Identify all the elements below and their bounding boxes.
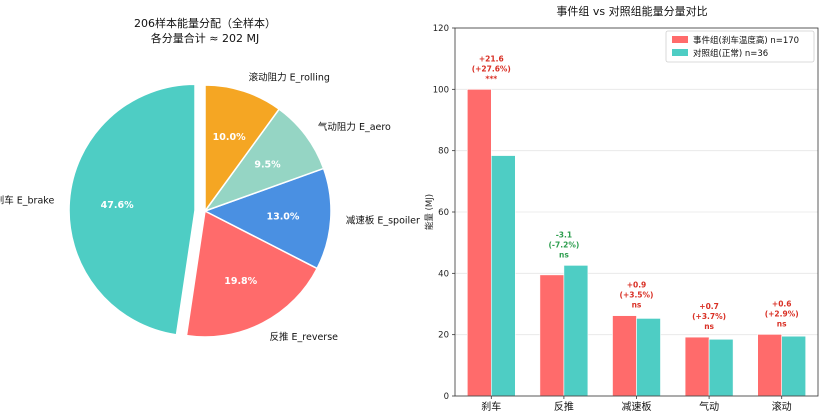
pie-slice — [204, 84, 281, 214]
annotation-significance: ns — [632, 301, 642, 310]
bar-event — [684, 336, 710, 397]
pie-chart-panel: 206样本能量分配（全样本） 各分量合计 ≈ 202 MJ 47.6% 刹车 E_… — [0, 16, 420, 343]
legend-label-event: 事件组(刹车温度高) n=170 — [693, 35, 799, 46]
pie-chart-subtitle: 各分量合计 ≈ 202 MJ — [151, 31, 259, 45]
pie-slices — [68, 83, 332, 338]
bar-event — [466, 89, 492, 397]
bar-control — [636, 318, 661, 397]
pie-slice — [185, 209, 319, 338]
pie-labels: 47.6% 刹车 E_brake 19.8% 反推 E_reverse 13.0% 减速板… — [0, 71, 420, 343]
pie-slice-label: 刹车 E_brake — [0, 194, 54, 206]
bar-control — [781, 335, 807, 397]
annotation-percent: (-7.2%) — [549, 240, 580, 249]
pie-slice-label: 滚动阻力 E_rolling — [249, 71, 330, 83]
bar-plot-frame — [454, 27, 819, 397]
annotation-percent: (+3.7%) — [692, 312, 726, 321]
y-tick-label: 20 — [438, 331, 449, 341]
pie-slice-percent: 10.0% — [213, 132, 246, 143]
annotation-percent: (+3.5%) — [620, 291, 654, 300]
bar-y-ticks: 0 20 40 60 80 100 120 — [433, 24, 455, 402]
annotation-significance: ns — [704, 322, 714, 331]
pie-slice — [202, 108, 325, 213]
annotation-diff: -3.1 — [556, 230, 572, 239]
x-tick-label: 气动 — [699, 400, 719, 413]
y-tick-label: 0 — [444, 392, 449, 402]
pie-slice — [203, 167, 332, 270]
x-tick-label: 反推 — [554, 400, 574, 413]
pie-slice-label: 气动阻力 E_aero — [318, 121, 391, 133]
bar-chart-title: 事件组 vs 对照组能量分量对比 — [556, 4, 707, 18]
y-tick-label: 40 — [438, 269, 449, 279]
y-tick-label: 120 — [433, 24, 449, 34]
annotation-diff: +0.6 — [772, 299, 792, 308]
pie-slice-percent: 13.0% — [266, 212, 299, 223]
y-tick-label: 80 — [438, 147, 449, 157]
bar-control — [708, 338, 734, 397]
annotation-percent: (+27.6%) — [472, 64, 511, 73]
bar-event — [539, 274, 565, 397]
bar-bars — [466, 89, 807, 397]
legend-swatch-event — [672, 36, 688, 43]
x-tick-label: 刹车 — [481, 400, 501, 413]
bar-event — [612, 315, 637, 397]
y-tick-label: 100 — [433, 85, 449, 95]
bar-control — [563, 265, 589, 397]
annotation-significance: ns — [777, 319, 787, 328]
y-tick-label: 60 — [438, 208, 449, 218]
x-tick-label: 滚动 — [772, 400, 792, 413]
annotation-diff: +0.7 — [699, 302, 719, 311]
annotation-diff: +21.6 — [479, 54, 504, 63]
annotation-diff: +0.9 — [627, 281, 647, 290]
pie-slice — [68, 83, 196, 336]
bar-y-axis-label: 能量 (MJ) — [424, 194, 435, 230]
bar-event — [757, 334, 783, 397]
bar-x-ticks: 刹车 反推 减速板 气动 滚动 — [481, 396, 792, 413]
pie-slice-percent: 47.6% — [101, 200, 134, 211]
annotation-percent: (+2.9%) — [765, 309, 799, 318]
bar-legend: 事件组(刹车温度高) n=170 对照组(正常) n=36 — [665, 30, 815, 63]
x-tick-label: 减速板 — [622, 400, 652, 413]
bar-annotations: +21.6(+27.6%)***-3.1(-7.2%)ns+0.9(+3.5%)… — [472, 54, 799, 331]
pie-chart-title: 206样本能量分配（全样本） — [134, 16, 276, 30]
legend-box — [665, 30, 815, 63]
annotation-significance: ns — [559, 250, 569, 259]
legend-swatch-control — [672, 49, 688, 56]
pie-slice-label: 减速板 E_spoiler — [346, 215, 420, 227]
legend-label-control: 对照组(正常) n=36 — [693, 48, 768, 59]
annotation-significance: *** — [485, 74, 497, 83]
bar-control — [490, 155, 516, 397]
pie-slice-label: 反推 E_reverse — [270, 331, 339, 343]
pie-slice-percent: 9.5% — [254, 160, 281, 171]
pie-slice-percent: 19.8% — [224, 276, 257, 287]
